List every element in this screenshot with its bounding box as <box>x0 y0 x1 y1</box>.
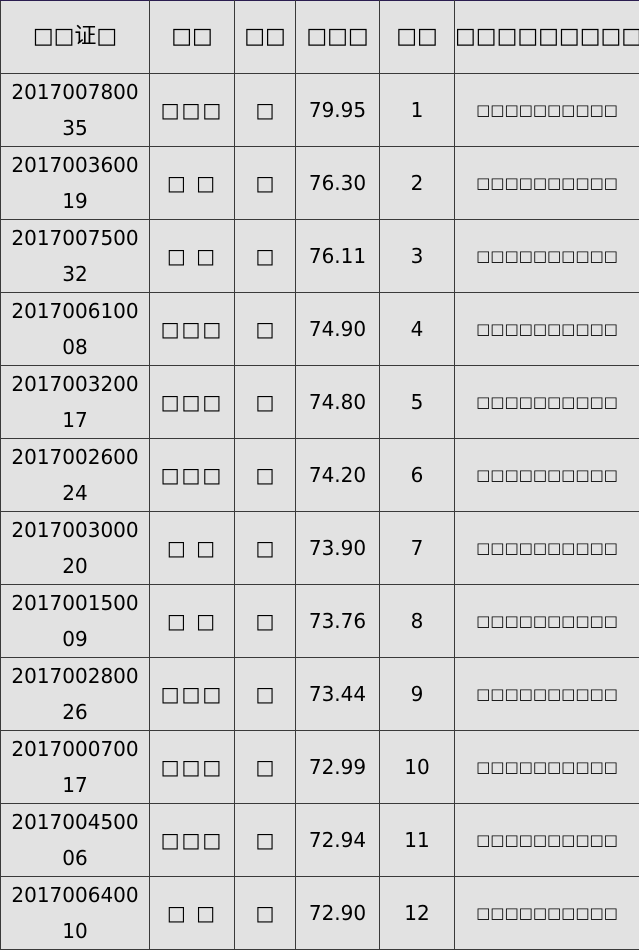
cell-note: □□□□□□□□□□ <box>455 877 639 950</box>
cell-note: □□□□□□□□□□ <box>455 366 639 439</box>
cell-name: □□□ <box>150 804 235 877</box>
cell-gender: □ <box>235 585 296 658</box>
cell-score: 76.30 <box>296 147 380 220</box>
cell-cert-no: 201700280026 <box>1 658 150 731</box>
cell-note: □□□□□□□□□□ <box>455 220 639 293</box>
cell-gender: □ <box>235 731 296 804</box>
cell-rank: 4 <box>380 293 455 366</box>
cell-name: □ □ <box>150 512 235 585</box>
cell-note: □□□□□□□□□□ <box>455 731 639 804</box>
cell-cert-no: 201700260024 <box>1 439 150 512</box>
cell-gender: □ <box>235 147 296 220</box>
cell-name: □ □ <box>150 220 235 293</box>
cell-cert-no: 201700300020 <box>1 512 150 585</box>
header-gender: □□ <box>235 1 296 74</box>
cell-gender: □ <box>235 804 296 877</box>
cell-note: □□□□□□□□□□ <box>455 147 639 220</box>
cell-cert-no: 201700640010 <box>1 877 150 950</box>
cell-gender: □ <box>235 658 296 731</box>
cell-rank: 2 <box>380 147 455 220</box>
cell-gender: □ <box>235 877 296 950</box>
cell-name: □□□ <box>150 293 235 366</box>
cell-cert-no: 201700360019 <box>1 147 150 220</box>
cell-note: □□□□□□□□□□ <box>455 293 639 366</box>
cell-score: 73.44 <box>296 658 380 731</box>
cell-gender: □ <box>235 220 296 293</box>
header-note: □□□□□□□□□□□ <box>455 1 639 74</box>
cell-cert-no: 201700750032 <box>1 220 150 293</box>
header-score: □□□ <box>296 1 380 74</box>
cell-gender: □ <box>235 74 296 147</box>
cell-rank: 8 <box>380 585 455 658</box>
cell-note: □□□□□□□□□□ <box>455 804 639 877</box>
cell-cert-no: 201700610008 <box>1 293 150 366</box>
cell-name: □□□ <box>150 731 235 804</box>
cell-gender: □ <box>235 366 296 439</box>
cell-gender: □ <box>235 293 296 366</box>
cell-rank: 12 <box>380 877 455 950</box>
cell-score: 76.11 <box>296 220 380 293</box>
cell-rank: 1 <box>380 74 455 147</box>
cell-score: 73.90 <box>296 512 380 585</box>
cell-note: □□□□□□□□□□ <box>455 658 639 731</box>
cell-name: □□□ <box>150 658 235 731</box>
cell-score: 74.80 <box>296 366 380 439</box>
cell-name: □ □ <box>150 147 235 220</box>
cell-score: 74.90 <box>296 293 380 366</box>
cell-note: □□□□□□□□□□ <box>455 585 639 658</box>
cell-score: 79.95 <box>296 74 380 147</box>
cell-score: 74.20 <box>296 439 380 512</box>
cell-score: 72.99 <box>296 731 380 804</box>
cell-gender: □ <box>235 512 296 585</box>
cell-cert-no: 201700320017 <box>1 366 150 439</box>
header-name: □□ <box>150 1 235 74</box>
cell-rank: 6 <box>380 439 455 512</box>
cell-score: 72.94 <box>296 804 380 877</box>
cell-name: □□□ <box>150 366 235 439</box>
cell-rank: 7 <box>380 512 455 585</box>
cell-note: □□□□□□□□□□ <box>455 512 639 585</box>
header-cert-no: □□证□ <box>1 1 150 74</box>
cell-gender: □ <box>235 439 296 512</box>
cell-name: □□□ <box>150 74 235 147</box>
header-rank: □□ <box>380 1 455 74</box>
cell-rank: 3 <box>380 220 455 293</box>
cell-rank: 11 <box>380 804 455 877</box>
cell-note: □□□□□□□□□□ <box>455 74 639 147</box>
cell-score: 72.90 <box>296 877 380 950</box>
cell-rank: 5 <box>380 366 455 439</box>
cell-score: 73.76 <box>296 585 380 658</box>
cell-cert-no: 201700150009 <box>1 585 150 658</box>
cell-name: □ □ <box>150 585 235 658</box>
cell-cert-no: 201700450006 <box>1 804 150 877</box>
header-row: □□证□ □□ □□ □□□ □□ □□□□□□□□□□□ <box>1 1 639 74</box>
cell-note: □□□□□□□□□□ <box>455 439 639 512</box>
cell-cert-no: 201700780035 <box>1 74 150 147</box>
cell-name: □ □ <box>150 877 235 950</box>
cell-name: □□□ <box>150 439 235 512</box>
cell-rank: 9 <box>380 658 455 731</box>
cell-cert-no: 201700070017 <box>1 731 150 804</box>
cell-rank: 10 <box>380 731 455 804</box>
